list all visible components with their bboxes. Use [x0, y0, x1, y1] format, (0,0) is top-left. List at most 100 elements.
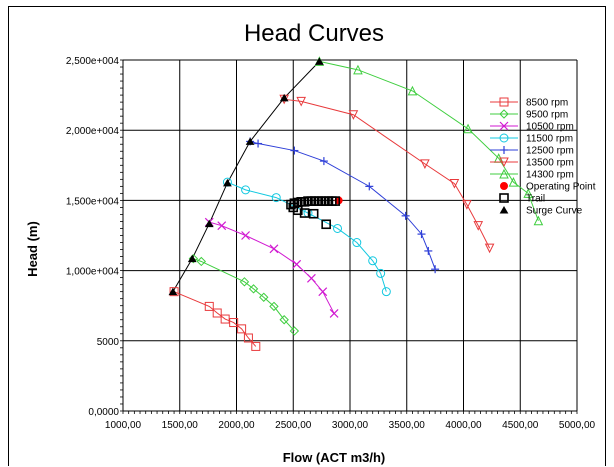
data-point-14300-rpm	[508, 177, 519, 187]
data-point-surge-curve	[279, 93, 289, 102]
y-tick-label: 1,000e+004	[66, 267, 120, 278]
x-tick-label: 4500,00	[502, 420, 539, 431]
data-point-12500-rpm	[424, 246, 433, 255]
legend-item-10500-rpm: 10500 rpm	[490, 122, 574, 133]
y-tick-label: 1,500e+004	[66, 196, 120, 207]
data-point-8500-rpm	[251, 341, 261, 351]
legend-marker-surge-curve	[499, 206, 509, 214]
legend-label-12500-rpm: 12500 rpm	[526, 146, 574, 157]
legend-label-8500-rpm: 8500 rpm	[526, 98, 568, 109]
data-point-12500-rpm	[417, 230, 426, 239]
series-line-8500-rpm	[173, 291, 257, 347]
y-tick-label: 0,0000	[88, 407, 119, 418]
legend-item-13500-rpm: 13500 rpm	[490, 157, 574, 169]
series-line-11500-rpm	[227, 181, 387, 292]
data-point-13500-rpm	[449, 179, 460, 189]
legend-item-9500-rpm: 9500 rpm	[490, 109, 568, 121]
y-tick-label: 2,000e+004	[66, 126, 120, 137]
data-point-8500-rpm	[243, 333, 253, 343]
legend-label-9500-rpm: 9500 rpm	[526, 110, 568, 121]
series-markers	[168, 56, 544, 351]
data-point-trail	[292, 205, 303, 216]
legend-marker-8500-rpm	[499, 97, 509, 107]
data-point-11500-rpm	[241, 185, 251, 195]
x-tick-label: 1500,00	[162, 420, 199, 431]
data-point-12500-rpm	[319, 157, 328, 166]
data-point-8500-rpm	[212, 308, 222, 318]
data-point-8500-rpm	[220, 314, 230, 324]
data-point-14300-rpm	[407, 85, 418, 96]
data-point-surge-curve	[245, 137, 255, 145]
series-line-14300-rpm	[319, 60, 539, 221]
legend-marker-operating-point	[500, 182, 508, 190]
legend-label-trail: Trail	[526, 194, 545, 205]
data-point-13500-rpm	[348, 110, 359, 120]
data-point-trail	[321, 219, 331, 230]
data-point-11500-rpm	[381, 287, 391, 297]
legend-item-8500-rpm: 8500 rpm	[490, 97, 568, 109]
data-point-9500-rpm	[196, 256, 207, 267]
data-point-11500-rpm	[368, 256, 378, 266]
data-point-10500-rpm	[292, 259, 302, 269]
data-point-9500-rpm	[259, 292, 269, 302]
data-point-10500-rpm	[329, 308, 339, 318]
legend-item-12500-rpm: 12500 rpm	[490, 146, 574, 157]
series-line-12500-rpm	[249, 140, 436, 270]
head-curves-chart: Head Curves 1000,00 1500,00 2000,00 2500,00…	[25, 20, 596, 465]
legend-item-trail: Trail	[499, 193, 545, 205]
legend-marker-trail	[499, 193, 509, 203]
x-tick-label: 3000,00	[332, 420, 369, 431]
data-point-12500-rpm	[431, 265, 440, 274]
series-line-9500-rpm	[193, 258, 295, 332]
data-point-11500-rpm	[352, 238, 362, 248]
data-point-11500-rpm	[376, 268, 386, 278]
data-point-trail	[330, 196, 341, 206]
series-lines	[172, 60, 539, 347]
data-point-10500-rpm-stroke	[306, 273, 316, 283]
data-point-14300-rpm	[463, 123, 473, 134]
x-tick-label: 3500,00	[389, 420, 426, 431]
data-point-surge-curve	[223, 178, 232, 187]
chart-title: Head Curves	[244, 20, 384, 47]
series-line-surge-curve	[172, 61, 320, 292]
x-axis-ticks: 1000,00 1500,00 2000,00 2500,00 3000,00 3500,…	[105, 420, 596, 431]
legend-marker-13500-rpm	[499, 157, 509, 168]
legend-marker-10500-rpm-stroke	[499, 121, 509, 131]
legend-label-surge-curve: Surge Curve	[526, 206, 583, 217]
data-point-9500-rpm	[279, 315, 289, 325]
data-point-trail	[299, 208, 310, 218]
data-point-10500-rpm-stroke	[292, 259, 302, 269]
data-point-surge-curve	[204, 219, 214, 228]
x-tick-label: 5000,00	[559, 420, 596, 431]
data-point-14300-rpm	[523, 188, 534, 198]
data-point-10500-rpm	[269, 244, 279, 254]
data-point-8500-rpm	[169, 287, 179, 297]
data-point-surge-curve	[187, 254, 197, 263]
data-point-9500-rpm	[289, 326, 300, 336]
legend-marker-10500-rpm	[499, 121, 509, 131]
data-point-13500-rpm	[296, 96, 307, 107]
grid	[120, 59, 578, 414]
data-point-10500-rpm-stroke	[241, 231, 251, 240]
data-point-12500-rpm	[401, 211, 410, 220]
data-point-12500-rpm	[365, 182, 374, 191]
y-axis-label: Head (m)	[25, 221, 40, 277]
data-point-12500-rpm	[290, 146, 299, 155]
data-point-9500-rpm	[248, 284, 259, 294]
data-point-12500-rpm	[254, 139, 263, 148]
data-point-surge-curve	[314, 57, 324, 65]
x-tick-label: 1000,00	[105, 420, 142, 431]
x-tick-label: 4000,00	[445, 420, 482, 431]
legend-label-11500-rpm: 11500 rpm	[526, 134, 573, 145]
data-point-10500-rpm	[306, 273, 316, 283]
legend-item-11500-rpm: 11500 rpm	[490, 133, 573, 145]
legend-marker-14300-rpm	[499, 168, 509, 179]
data-point-13500-rpm	[473, 221, 484, 231]
legend-item-surge-curve: Surge Curve	[499, 206, 583, 217]
y-tick-label: 2,500e+004	[66, 56, 120, 67]
data-point-11500-rpm	[333, 223, 343, 233]
chart-frame: Head Curves 1000,00 1500,00 2000,00 2500,00…	[8, 6, 606, 466]
data-point-9500-rpm	[239, 277, 250, 287]
data-point-14300-rpm	[533, 215, 544, 226]
data-point-9500-rpm	[269, 301, 279, 312]
